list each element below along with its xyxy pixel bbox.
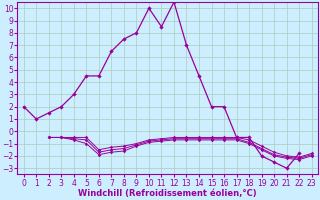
X-axis label: Windchill (Refroidissement éolien,°C): Windchill (Refroidissement éolien,°C)	[78, 189, 257, 198]
